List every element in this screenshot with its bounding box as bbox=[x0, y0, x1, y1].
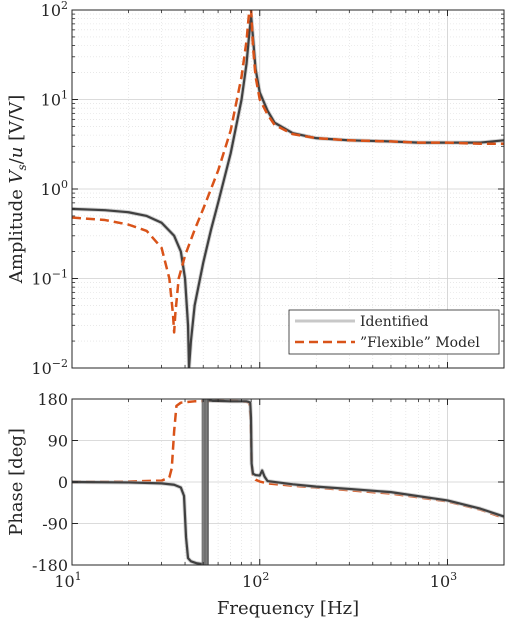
amplitude-plot: 10−2 10−1 100 101 102 Amplitude Vs/u [V/V] I… bbox=[6, 0, 505, 378]
phase-line-identified bbox=[72, 480, 203, 565]
phase-x-tick-label: 103 bbox=[430, 570, 457, 591]
phase-y-tick-labels: 180 90 0 -90 -180 bbox=[32, 390, 68, 575]
amplitude-y-tick-label: 100 bbox=[41, 178, 68, 199]
phase-ticks bbox=[71, 398, 505, 566]
phase-y-tick-label: 90 bbox=[48, 432, 68, 451]
amplitude-ticks bbox=[71, 9, 505, 369]
phase-x-tick-label: 101 bbox=[54, 570, 81, 591]
amplitude-y-tick-label: 10−1 bbox=[31, 268, 68, 289]
phase-y-tick-label: -90 bbox=[42, 515, 68, 534]
phase-y-tick-label: -180 bbox=[32, 556, 68, 575]
legend: Identified ”Flexible” Model bbox=[288, 309, 500, 355]
phase-plot: 180 90 0 -90 -180 101 102 103 Phase [deg] Freq… bbox=[6, 390, 505, 619]
phase-y-tick-label: 0 bbox=[58, 473, 68, 492]
amplitude-y-tick-label: 101 bbox=[41, 89, 68, 110]
amplitude-y-tick-labels: 10−2 10−1 100 101 102 bbox=[31, 0, 68, 378]
amplitude-lines bbox=[72, 10, 504, 368]
phase-x-tick-labels: 101 102 103 bbox=[54, 570, 457, 591]
phase-x-tick-label: 102 bbox=[242, 570, 269, 591]
amplitude-y-tick-label: 102 bbox=[41, 0, 68, 20]
legend-box bbox=[288, 309, 500, 355]
amplitude-line-flexible-model bbox=[72, 10, 504, 334]
x-axis-label: Frequency [Hz] bbox=[217, 598, 359, 619]
amplitude-y-axis-label: Amplitude Vs/u [V/V] bbox=[6, 95, 29, 285]
phase-y-axis-label: Phase [deg] bbox=[6, 428, 27, 536]
phase-y-tick-label: 180 bbox=[37, 390, 68, 409]
amplitude-y-tick-label: 10−2 bbox=[31, 357, 68, 378]
legend-label-flexible-model: ”Flexible” Model bbox=[360, 335, 480, 351]
legend-label-identified: Identified bbox=[360, 314, 429, 330]
